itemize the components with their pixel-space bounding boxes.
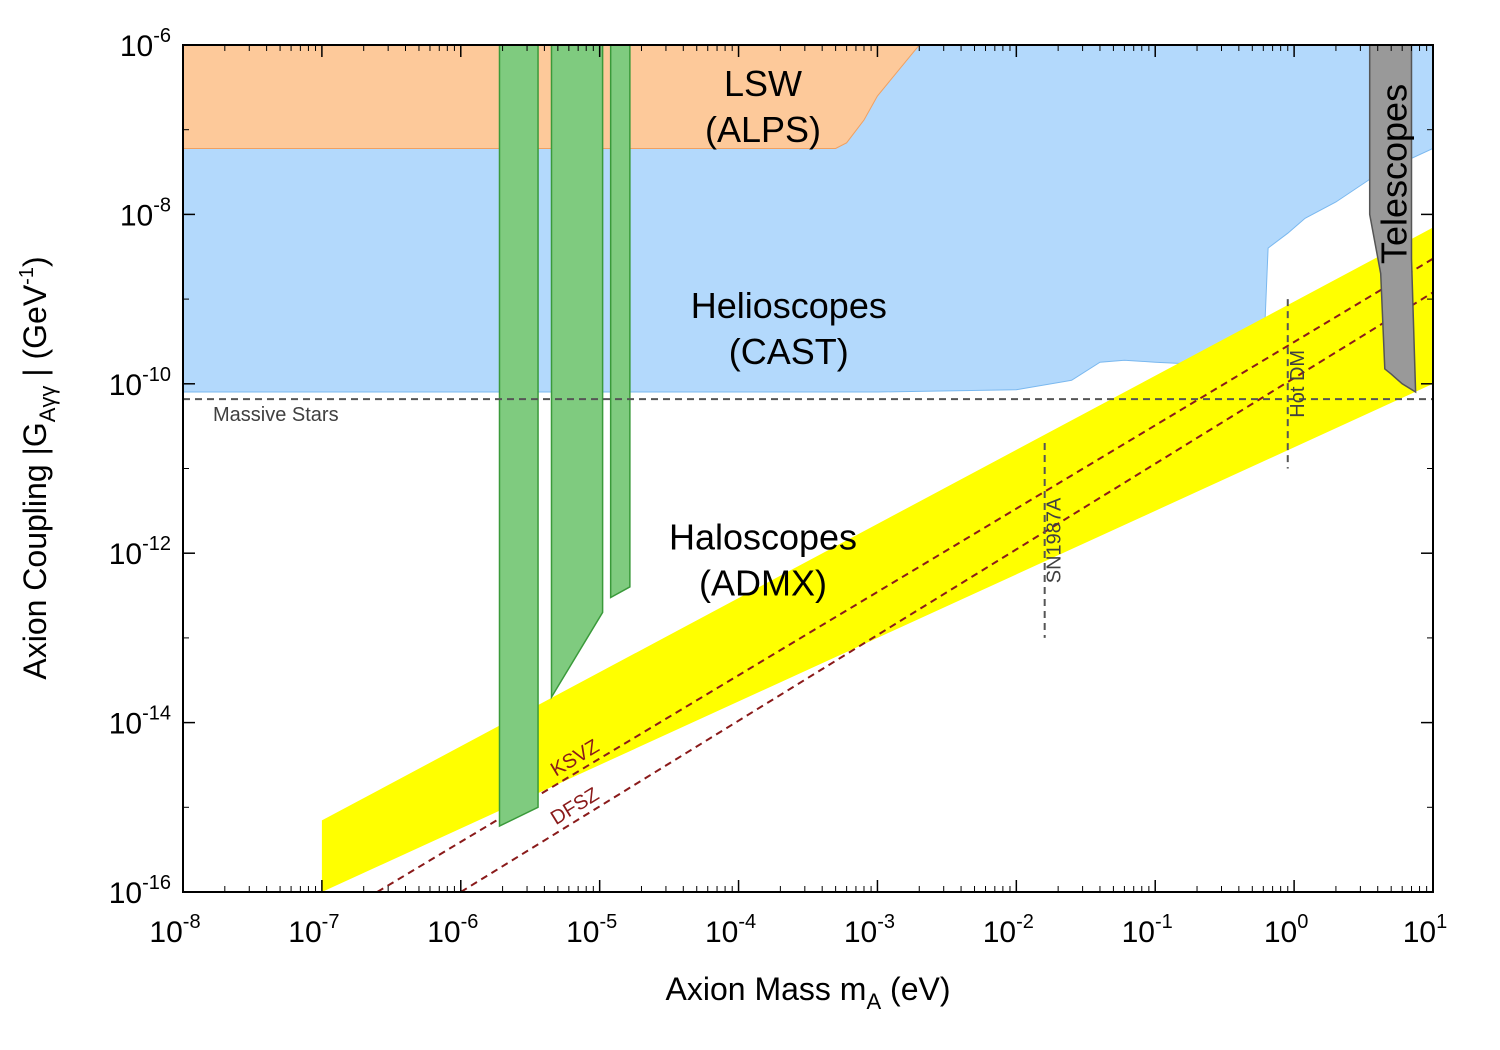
haloscopes-label-line-2: (ADMX) [699, 563, 827, 604]
y-tick-label: 10-14 [109, 703, 171, 741]
hot-dm-label: Hot DM [1287, 350, 1309, 418]
x-tick-label: 10-6 [427, 911, 478, 949]
x-tick-label: 101 [1403, 911, 1448, 949]
ksvz-line [376, 257, 1433, 892]
x-tick-label: 10-2 [983, 911, 1034, 949]
x-tick-label: 10-3 [844, 911, 895, 949]
x-tick-label: 10-7 [288, 911, 339, 949]
y-tick-label: 10-8 [120, 194, 171, 232]
x-tick-label: 10-5 [566, 911, 617, 949]
axis-ticks [182, 44, 1434, 893]
helioscopes-label-line-1: Helioscopes [691, 285, 887, 326]
y-tick-label: 10-10 [109, 364, 171, 402]
y-tick-label: 10-16 [109, 872, 171, 910]
haloscope-band-1 [498, 45, 539, 828]
lsw-label-line-1: LSW [724, 63, 802, 104]
telescopes-label-line-1: Telescopes [1373, 84, 1414, 264]
y-tick-label: 10-6 [120, 25, 171, 63]
sn1987a-label: SN1987A [1044, 497, 1066, 583]
telescopes-region [1368, 45, 1417, 394]
axis-tick-labels: 10-8 10-7 10-6 10-5 10-4 10-3 10-2 10-1 100 101 10… [109, 25, 1448, 949]
lsw-label-line-2: (ALPS) [705, 109, 821, 150]
qcd-axion-band [321, 227, 1433, 892]
x-tick-label: 10-1 [1122, 911, 1173, 949]
x-tick-label: 10-4 [705, 911, 756, 949]
x-axis-title: Axion Mass mA (eV) [666, 971, 951, 1014]
x-tick-label: 10-8 [149, 911, 200, 949]
dfsz-line [460, 291, 1433, 892]
haloscope-band-3 [609, 45, 631, 599]
x-tick-label: 100 [1264, 911, 1309, 949]
y-tick-label: 10-12 [109, 533, 171, 571]
y-axis-title: Axion Coupling |GAγγ | (GeV-1) [16, 256, 60, 679]
helioscopes-label-line-2: (CAST) [729, 331, 849, 372]
massive-stars-label: Massive Stars [213, 404, 339, 426]
haloscope-band-2 [550, 45, 604, 700]
plot-area [183, 45, 1433, 892]
haloscopes-label-line-1: Haloscopes [669, 517, 857, 558]
